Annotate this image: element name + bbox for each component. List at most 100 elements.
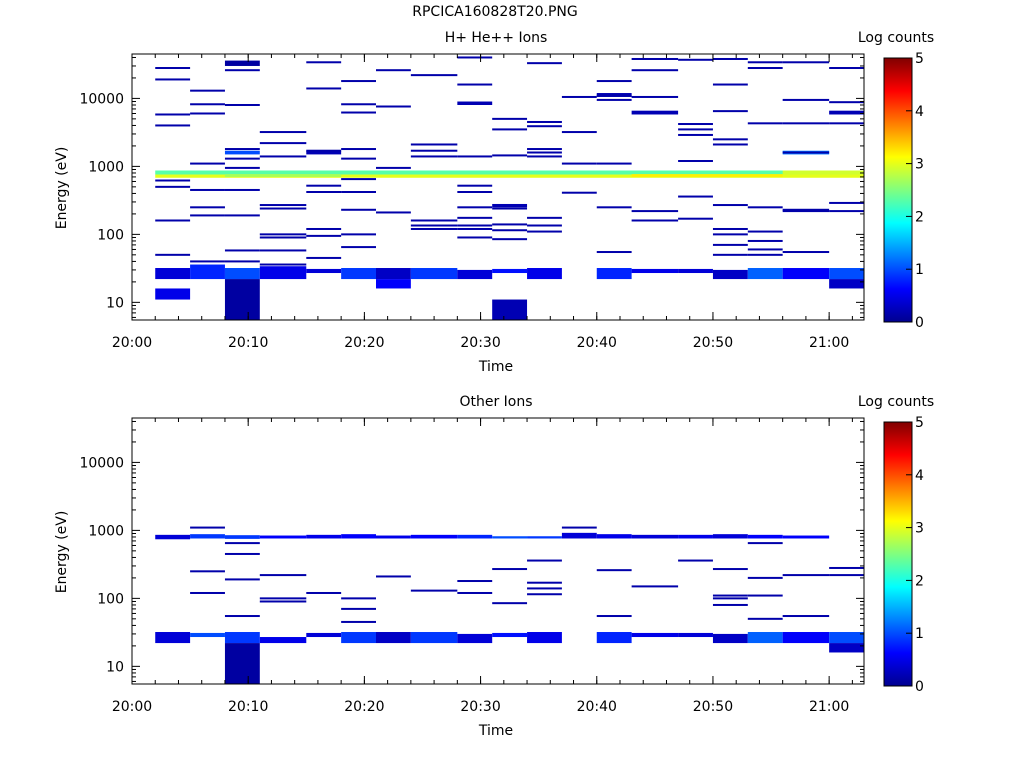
heatmap-line xyxy=(678,217,713,220)
panel-h-he-ions: H+ He++ Ions Energy (eV) Time Log counts… xyxy=(54,30,934,375)
heatmap-line xyxy=(306,87,342,90)
heatmap-line xyxy=(457,591,493,594)
heatmap-line xyxy=(341,233,376,236)
colorbar-tick-label: 4 xyxy=(915,104,924,120)
heatmap-line xyxy=(410,227,458,230)
heatmap-line xyxy=(527,216,562,219)
x-tick-label: 20:50 xyxy=(693,335,733,351)
colorbar-gradient xyxy=(883,57,913,323)
y-tick-label: 100 xyxy=(97,227,124,243)
heatmap-line xyxy=(527,593,562,596)
heatmap-line xyxy=(410,219,458,222)
heatmap-line xyxy=(190,570,225,573)
heatmap-line xyxy=(712,110,748,113)
colorbar-tick-label: 4 xyxy=(915,468,924,484)
heatmap-cell xyxy=(492,632,528,638)
y-axis-label: Energy (eV) xyxy=(54,511,70,594)
heatmap-cell xyxy=(376,268,411,280)
heatmap-line xyxy=(410,589,458,592)
heatmap-cell xyxy=(306,632,342,638)
colorbar-tick-label: 5 xyxy=(915,51,924,67)
y-tick-label: 10000 xyxy=(79,455,124,471)
heatmap-line xyxy=(829,201,864,204)
heatmap-line xyxy=(457,236,493,239)
heatmap-cell xyxy=(457,534,493,539)
heatmap-line xyxy=(712,243,748,246)
heatmap-cell xyxy=(631,110,679,115)
heatmap-line xyxy=(190,526,225,529)
heatmap-cell xyxy=(492,203,528,208)
heatmap-line xyxy=(678,160,713,163)
heatmap-line xyxy=(527,148,562,151)
heatmap-cell xyxy=(678,534,713,539)
heatmap-line xyxy=(341,190,376,193)
heatmap-line xyxy=(376,105,411,108)
heatmap-line xyxy=(782,251,830,254)
heatmap-plot-area: 20:00 20:10 20:20 20:30 20:40 20:50 21:00 10 100… xyxy=(79,417,865,715)
heatmap-line xyxy=(457,83,493,86)
heatmap-line xyxy=(259,207,307,210)
heatmap-line xyxy=(829,566,864,569)
heatmap-cell xyxy=(457,633,493,644)
heatmap-line xyxy=(306,227,342,230)
heatmap-line xyxy=(341,157,376,160)
colorbar-tick-label: 0 xyxy=(915,315,924,331)
heatmap-line xyxy=(829,574,864,577)
heatmap-cell xyxy=(457,269,493,280)
heatmap-line xyxy=(457,227,493,230)
heatmap-line xyxy=(224,542,260,545)
heatmap-cell xyxy=(631,174,783,177)
heatmap-line xyxy=(829,210,864,213)
heatmap-line xyxy=(376,69,411,72)
heatmap-line xyxy=(747,61,783,64)
heatmap-line xyxy=(712,143,748,146)
panel-title: Other Ions xyxy=(459,394,532,410)
heatmap-cell xyxy=(155,288,191,300)
heatmap-line xyxy=(712,233,748,236)
heatmap-line xyxy=(341,80,376,83)
heatmap-plot-area: 20:00 20:10 20:20 20:30 20:40 20:50 21:00 10 100… xyxy=(79,53,865,351)
heatmap-line xyxy=(829,122,864,125)
heatmap-line xyxy=(259,597,307,600)
heatmap-line xyxy=(747,617,783,620)
heatmap-cell xyxy=(492,536,528,539)
heatmap-cell xyxy=(224,268,260,280)
heatmap-line xyxy=(457,224,493,227)
heatmap-line xyxy=(259,204,307,207)
panel-other-ions: Other Ions Energy (eV) Time Log counts 2… xyxy=(54,394,934,739)
heatmap-line xyxy=(596,80,632,83)
y-tick-label: 10 xyxy=(106,659,124,675)
heatmap-line xyxy=(224,214,260,217)
heatmap-line xyxy=(829,101,864,104)
heatmap-line xyxy=(341,148,376,151)
heatmap-line xyxy=(306,149,342,152)
heatmap-line xyxy=(527,230,562,233)
heatmap-line xyxy=(782,151,830,154)
heatmap-line xyxy=(829,67,864,70)
heatmap-cell xyxy=(782,170,864,175)
heatmap-cell xyxy=(155,174,864,178)
heatmap-cell xyxy=(829,268,864,280)
heatmap-line xyxy=(224,157,260,160)
heatmap-line xyxy=(306,234,342,237)
heatmap-line xyxy=(492,223,528,226)
heatmap-cell xyxy=(224,60,260,66)
heatmap-line xyxy=(224,615,260,618)
heatmap-line xyxy=(596,94,632,97)
heatmap-line xyxy=(596,615,632,618)
heatmap-line xyxy=(747,239,783,242)
heatmap-line xyxy=(457,216,493,219)
heatmap-line xyxy=(712,227,748,230)
heatmap-line xyxy=(782,210,830,213)
heatmap-line xyxy=(678,58,713,61)
panel-title: H+ He++ Ions xyxy=(445,30,548,46)
heatmap-line xyxy=(747,253,783,256)
heatmap-line xyxy=(155,179,191,182)
heatmap-line xyxy=(410,74,458,77)
heatmap-line xyxy=(492,154,528,157)
heatmap-line xyxy=(596,251,632,254)
heatmap-line xyxy=(782,122,830,125)
colorbar-label: Log counts xyxy=(858,394,934,410)
heatmap-line xyxy=(155,253,191,256)
